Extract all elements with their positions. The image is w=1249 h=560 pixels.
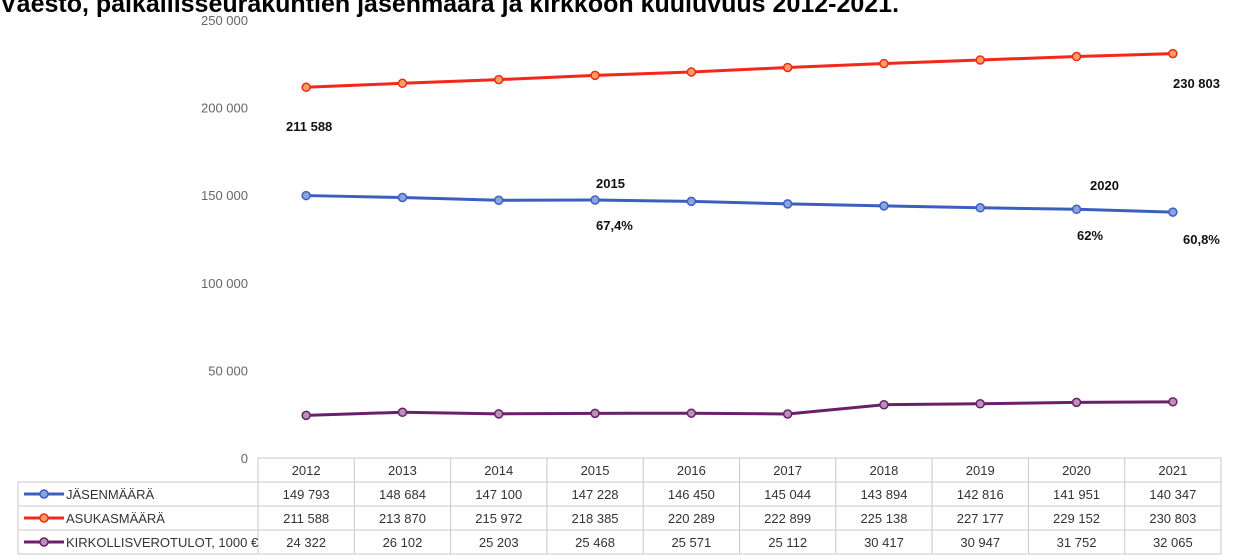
- table-cell: 25 571: [671, 535, 711, 550]
- table-cell: 25 112: [768, 535, 807, 550]
- x-tick-label: 2015: [581, 463, 610, 478]
- table-cell: 145 044: [764, 487, 811, 502]
- table-cell: 222 899: [764, 511, 811, 526]
- point: [1168, 207, 1178, 217]
- table-cell: 26 102: [383, 535, 423, 550]
- point: [1071, 51, 1082, 62]
- point: [782, 62, 793, 73]
- legend-marker: [39, 489, 49, 499]
- table-cell: 25 203: [479, 535, 519, 550]
- table-cell: 30 947: [960, 535, 1000, 550]
- annotation: 2020: [1090, 178, 1119, 193]
- point: [686, 196, 697, 207]
- table-cell: 32 065: [1153, 535, 1193, 550]
- point: [1071, 204, 1082, 215]
- y-tick-label: 200 000: [201, 101, 248, 116]
- x-tick-label: 2019: [966, 463, 995, 478]
- table-cell: 230 803: [1149, 511, 1196, 526]
- point: [782, 409, 793, 419]
- table-cell: 147 100: [475, 487, 522, 502]
- point: [879, 201, 889, 211]
- point: [782, 199, 793, 209]
- y-tick-label: 250 000: [201, 13, 248, 28]
- point: [1071, 397, 1082, 408]
- legend-label: ASUKASMÄÄRÄ: [66, 511, 165, 526]
- table-cell: 142 816: [957, 487, 1004, 502]
- series-line: [306, 194, 1173, 214]
- legend-marker: [39, 513, 49, 523]
- point: [590, 408, 600, 419]
- point: [975, 203, 985, 213]
- point: [301, 410, 311, 421]
- point: [686, 408, 697, 418]
- annotation: 60,8%: [1183, 232, 1220, 247]
- table-cell: 30 417: [864, 535, 904, 550]
- point: [686, 67, 697, 77]
- table-cell: 229 152: [1053, 511, 1100, 526]
- y-tick-label: 100 000: [201, 276, 248, 291]
- table-cell: 146 450: [668, 487, 715, 502]
- table-cell: 25 468: [575, 535, 615, 550]
- legend-label: KIRKOLLISVEROTULOT, 1000 €: [66, 535, 259, 550]
- table-cell: 31 752: [1057, 535, 1097, 550]
- point: [975, 55, 985, 65]
- x-tick-label: 2017: [773, 463, 802, 478]
- legend-marker: [39, 537, 49, 547]
- y-tick-label: 0: [241, 451, 248, 466]
- point: [879, 399, 889, 410]
- point: [590, 70, 600, 81]
- point: [397, 78, 408, 89]
- table-cell: 215 972: [475, 511, 522, 526]
- annotation: 2015: [596, 176, 625, 191]
- series-line: [306, 400, 1173, 417]
- table-cell: 213 870: [379, 511, 426, 526]
- x-tick-label: 2020: [1062, 463, 1091, 478]
- table-cell: 141 951: [1053, 487, 1100, 502]
- point: [494, 74, 504, 85]
- series-line: [306, 52, 1173, 89]
- annotation: 67,4%: [596, 218, 633, 233]
- x-tick-label: 2021: [1158, 463, 1187, 478]
- table-cell: 140 347: [1149, 487, 1196, 502]
- point: [494, 195, 504, 206]
- x-tick-label: 2018: [869, 463, 898, 478]
- table-cell: 218 385: [572, 511, 619, 526]
- chart-title: Väestö, paikallisseurakuntien jäsenmäärä…: [0, 0, 899, 18]
- point: [1168, 397, 1178, 407]
- table-cell: 211 588: [283, 511, 329, 526]
- x-tick-label: 2014: [484, 463, 513, 478]
- point: [1168, 48, 1178, 59]
- point: [397, 192, 408, 203]
- table-cell: 149 793: [283, 487, 330, 502]
- annotation: 62%: [1077, 228, 1103, 243]
- annotation: 211 588: [286, 119, 332, 134]
- legend-label: JÄSENMÄÄRÄ: [66, 487, 154, 502]
- table-cell: 148 684: [379, 487, 426, 502]
- y-tick-label: 150 000: [201, 188, 248, 203]
- table-cell: 24 322: [286, 535, 326, 550]
- point: [301, 82, 311, 93]
- x-tick-label: 2012: [292, 463, 321, 478]
- point: [590, 195, 600, 205]
- point: [397, 407, 408, 418]
- table-cell: 220 289: [668, 511, 715, 526]
- table-cell: 227 177: [957, 511, 1004, 526]
- table-cell: 143 894: [860, 487, 907, 502]
- point: [975, 399, 985, 409]
- y-tick-label: 50 000: [208, 363, 248, 378]
- x-tick-label: 2016: [677, 463, 706, 478]
- annotation: 230 803: [1173, 76, 1220, 91]
- table-cell: 147 228: [572, 487, 619, 502]
- point: [301, 190, 311, 201]
- x-tick-label: 2013: [388, 463, 417, 478]
- point: [494, 409, 504, 419]
- table-cell: 225 138: [860, 511, 907, 526]
- point: [879, 58, 889, 69]
